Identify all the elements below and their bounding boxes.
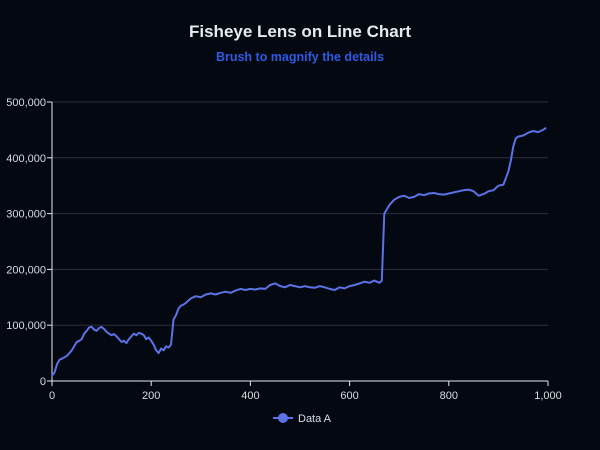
- x-tick-label: 400: [241, 390, 259, 402]
- y-tick-label: 500,000: [6, 97, 46, 109]
- x-tick-label: 0: [49, 390, 55, 402]
- chart-title: Fisheye Lens on Line Chart: [189, 22, 411, 41]
- series-line-data-a: [51, 127, 547, 377]
- y-tick-label: 0: [40, 376, 46, 388]
- x-tick-label: 200: [142, 390, 160, 402]
- y-tick-label: 200,000: [6, 264, 46, 276]
- chart-subtitle: Brush to magnify the details: [215, 50, 385, 64]
- x-tick-label: 600: [340, 390, 358, 402]
- x-tick-label: 1,000: [534, 390, 562, 402]
- y-tick-label: 100,000: [6, 320, 46, 332]
- legend-label-data-a[interactable]: Data A: [298, 413, 332, 425]
- y-tick-label: 300,000: [6, 209, 46, 221]
- x-tick-label: 800: [440, 390, 458, 402]
- y-tick-label: 400,000: [6, 153, 46, 165]
- legend-dot-marker[interactable]: [278, 413, 288, 423]
